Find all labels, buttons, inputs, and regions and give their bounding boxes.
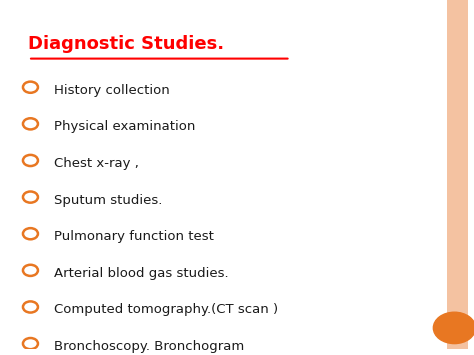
Text: Physical examination: Physical examination bbox=[54, 120, 195, 133]
FancyBboxPatch shape bbox=[447, 0, 468, 349]
Text: Pulmonary function test: Pulmonary function test bbox=[54, 230, 214, 243]
Text: Computed tomography.(CT scan ): Computed tomography.(CT scan ) bbox=[54, 304, 278, 317]
Text: History collection: History collection bbox=[54, 84, 170, 97]
Circle shape bbox=[433, 312, 474, 344]
Text: Chest x-ray ,: Chest x-ray , bbox=[54, 157, 139, 170]
Text: Diagnostic Studies.: Diagnostic Studies. bbox=[28, 35, 224, 53]
Text: Arterial blood gas studies.: Arterial blood gas studies. bbox=[54, 267, 228, 280]
Text: Bronchoscopy. Bronchogram: Bronchoscopy. Bronchogram bbox=[54, 340, 244, 353]
Text: Sputum studies.: Sputum studies. bbox=[54, 193, 162, 207]
